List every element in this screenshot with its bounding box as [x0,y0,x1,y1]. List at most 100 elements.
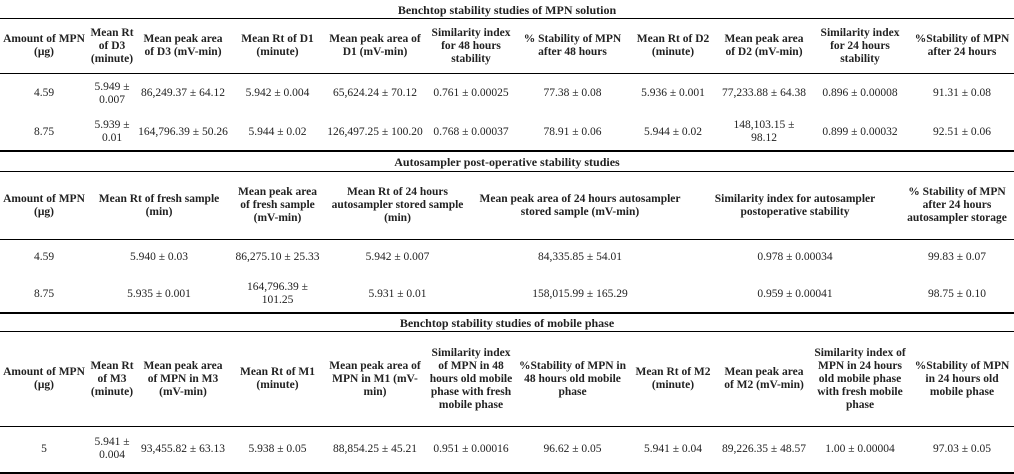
section-title: Benchtop stability studies of MPN soluti… [397,3,617,17]
table-cell-text: 5.941 ± 0.04 [643,442,703,455]
table-cell-text: 5.942 ± 0.007 [365,251,430,263]
section-title: Autosampler post-operative stability stu… [394,155,620,169]
column-header-text: Mean Rt of D2 (minute) [636,33,710,58]
table-cell-text: 89,226.35 ± 48.57 [722,442,806,455]
column-header: %Stability of MPN in 48 hours old mobile… [519,332,626,426]
column-header-text: Mean Rt of D3 (minute) [90,26,134,65]
table-cell-text: 99.83 ± 0.07 [927,251,987,263]
column-header-text: % Stability of MPN after 24 hours autosa… [907,186,1007,224]
table-rule [0,239,1014,240]
column-header-text: Mean peak area of 24 hours autosampler s… [479,192,681,218]
table-cell-text: 8.75 [33,125,55,138]
table-cell-text: 96.62 ± 0.05 [543,442,602,455]
column-header: Mean peak area of D3 (mV-min) [138,19,228,73]
table-cell: 8.75 [2,276,86,312]
column-header-text: Mean peak area of MPN in M3 (mV-min) [143,359,223,398]
column-header: Mean Rt of M3 (minute) [90,332,134,426]
table-cell-text: 91.31 ± 0.08 [932,87,992,99]
table-cell: 164,796.39 ± 101.25 [232,276,323,312]
table-cell-text: 5.949 ± 0.007 [94,80,130,106]
column-header-text: Mean peak area of D2 (mV-min) [724,33,804,58]
column-header: % Stability of MPN after 48 hours [519,19,626,73]
column-header: Similarity index for 24 hours stability [812,19,908,73]
table-cell: 5.944 ± 0.02 [232,114,323,150]
table-rule [0,150,1014,152]
table-rule [0,171,1014,172]
table-cell: 5.935 ± 0.001 [90,276,228,312]
table-cell: 0.978 ± 0.00034 [692,239,898,276]
table-cell: 78.91 ± 0.06 [519,114,626,150]
column-header-text: Similarity index of MPN in 48 hours old … [429,346,513,411]
column-header: Mean Rt of D3 (minute) [90,19,134,73]
table-cell-text: 5.931 ± 0.01 [368,287,427,300]
column-header: Amount of MPN (μg) [2,19,86,73]
table-cell-text: 4.59 [33,251,55,263]
table-cell-text: 164,796.39 ± 50.26 [138,125,228,138]
column-header-text: %Stability of MPN in 48 hours old mobile… [519,359,627,398]
column-header: Mean peak area of 24 hours autosampler s… [472,172,688,239]
table-cell: 4.59 [2,239,86,276]
column-header-text: Similarity index of MPN in 24 hours old … [814,346,906,411]
table-cell-text: 5.944 ± 0.02 [248,125,307,138]
table-rule [0,426,1014,427]
table-cell: 0.896 ± 0.00008 [812,73,908,114]
column-header-text: %Stability of MPN after 24 hours [914,33,1010,58]
table-cell-text: 0.896 ± 0.00008 [822,87,898,99]
table-cell-text: 5.939 ± 0.01 [94,119,130,144]
table-cell-text: 8.75 [33,287,55,300]
table-cell-text: 5.941 ± 0.004 [94,436,130,461]
table-cell-text: 0.951 ± 0.00016 [433,442,509,455]
table-cell: 5.936 ± 0.001 [630,73,716,114]
column-header: %Stability of MPN in 24 hours old mobile… [912,332,1012,426]
table-cell: 88,854.25 ± 45.21 [327,426,423,472]
table-cell: 92.51 ± 0.06 [912,114,1012,150]
column-header: %Stability of MPN after 24 hours [912,19,1012,73]
column-header-text: Mean peak area of D1 (mV-min) [329,33,421,58]
table-cell-text: 5.935 ± 0.001 [127,287,191,300]
table-cell: 91.31 ± 0.08 [912,73,1012,114]
table-cell: 158,015.99 ± 165.29 [472,276,688,312]
column-header-text: Similarity index for 48 hours stability [431,26,511,65]
table-cell-text: 98.75 ± 0.10 [927,287,987,300]
table-cell: 5.941 ± 0.04 [630,426,716,472]
table-cell-text: 5.944 ± 0.02 [643,125,703,138]
section-title: Benchtop stability studies of mobile pha… [399,316,615,330]
table-cell: 96.62 ± 0.05 [519,426,626,472]
table-cell: 5 [2,426,86,472]
table-cell: 5.942 ± 0.004 [232,73,323,114]
table-cell-text: 1.00 ± 0.00004 [825,442,895,455]
table-cell-text: 4.59 [33,87,55,99]
column-header-text: Similarity index for 24 hours stability [820,26,900,65]
table-cell: 77.38 ± 0.08 [519,73,626,114]
column-header: Similarity index for autosampler postope… [692,172,898,239]
column-header: Mean peak area of MPN in M3 (mV-min) [138,332,228,426]
column-header-text: Mean peak area of D3 (mV-min) [143,33,223,58]
table-cell-text: 65,624.24 ± 70.12 [333,87,417,99]
column-header-text: Similarity index for autosampler postope… [714,192,876,218]
table-cell: 5.941 ± 0.004 [90,426,134,472]
table-cell-text: 0.978 ± 0.00034 [757,251,833,263]
table-cell-text: 97.03 ± 0.05 [932,442,992,455]
table-cell-text: 88,854.25 ± 45.21 [333,442,417,455]
table-cell-text: 0.768 ± 0.00037 [433,125,509,138]
column-header: Similarity index for 48 hours stability [427,19,515,73]
table-cell: 89,226.35 ± 48.57 [720,426,808,472]
table-cell: 1.00 ± 0.00004 [812,426,908,472]
table-cell: 99.83 ± 0.07 [902,239,1012,276]
table-cell-text: 0.761 ± 0.00025 [433,87,509,99]
table-cell-text: 92.51 ± 0.06 [932,125,992,138]
table-rule [0,18,1014,19]
table-cell: 5.949 ± 0.007 [90,73,134,114]
table-cell-text: 93,455.82 ± 63.13 [141,442,225,455]
column-header: Mean Rt of D1 (minute) [232,19,323,73]
table-cell-text: 77.38 ± 0.08 [543,87,602,99]
column-header: Mean peak area of M2 (mV-min) [720,332,808,426]
table-cell-text: 0.899 ± 0.00032 [822,125,898,138]
column-header: Mean peak area of fresh sample (mV-min) [232,172,323,239]
table-cell-text: 77,233.88 ± 64.38 [722,87,806,99]
table-cell: 0.959 ± 0.00041 [692,276,898,312]
column-header-text: Mean Rt of 24 hours autosampler stored s… [331,186,464,224]
table-rule [0,331,1014,332]
column-header-text: Mean peak area of M2 (mV-min) [724,366,804,391]
column-header-text: Mean peak area of MPN in M1 (mV-min) [329,359,421,398]
